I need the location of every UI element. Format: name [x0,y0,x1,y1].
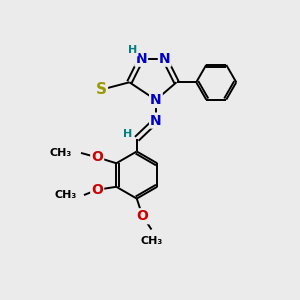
Text: H: H [128,46,137,56]
Text: O: O [137,209,148,223]
Text: O: O [91,150,103,164]
Text: CH₃: CH₃ [140,236,163,246]
Text: H: H [123,128,133,139]
Text: N: N [135,52,147,66]
Text: O: O [91,183,103,197]
Text: S: S [96,82,107,97]
Text: CH₃: CH₃ [54,190,76,200]
Text: N: N [150,93,162,107]
Text: CH₃: CH₃ [50,148,72,158]
Text: N: N [150,114,162,128]
Text: N: N [159,52,170,66]
